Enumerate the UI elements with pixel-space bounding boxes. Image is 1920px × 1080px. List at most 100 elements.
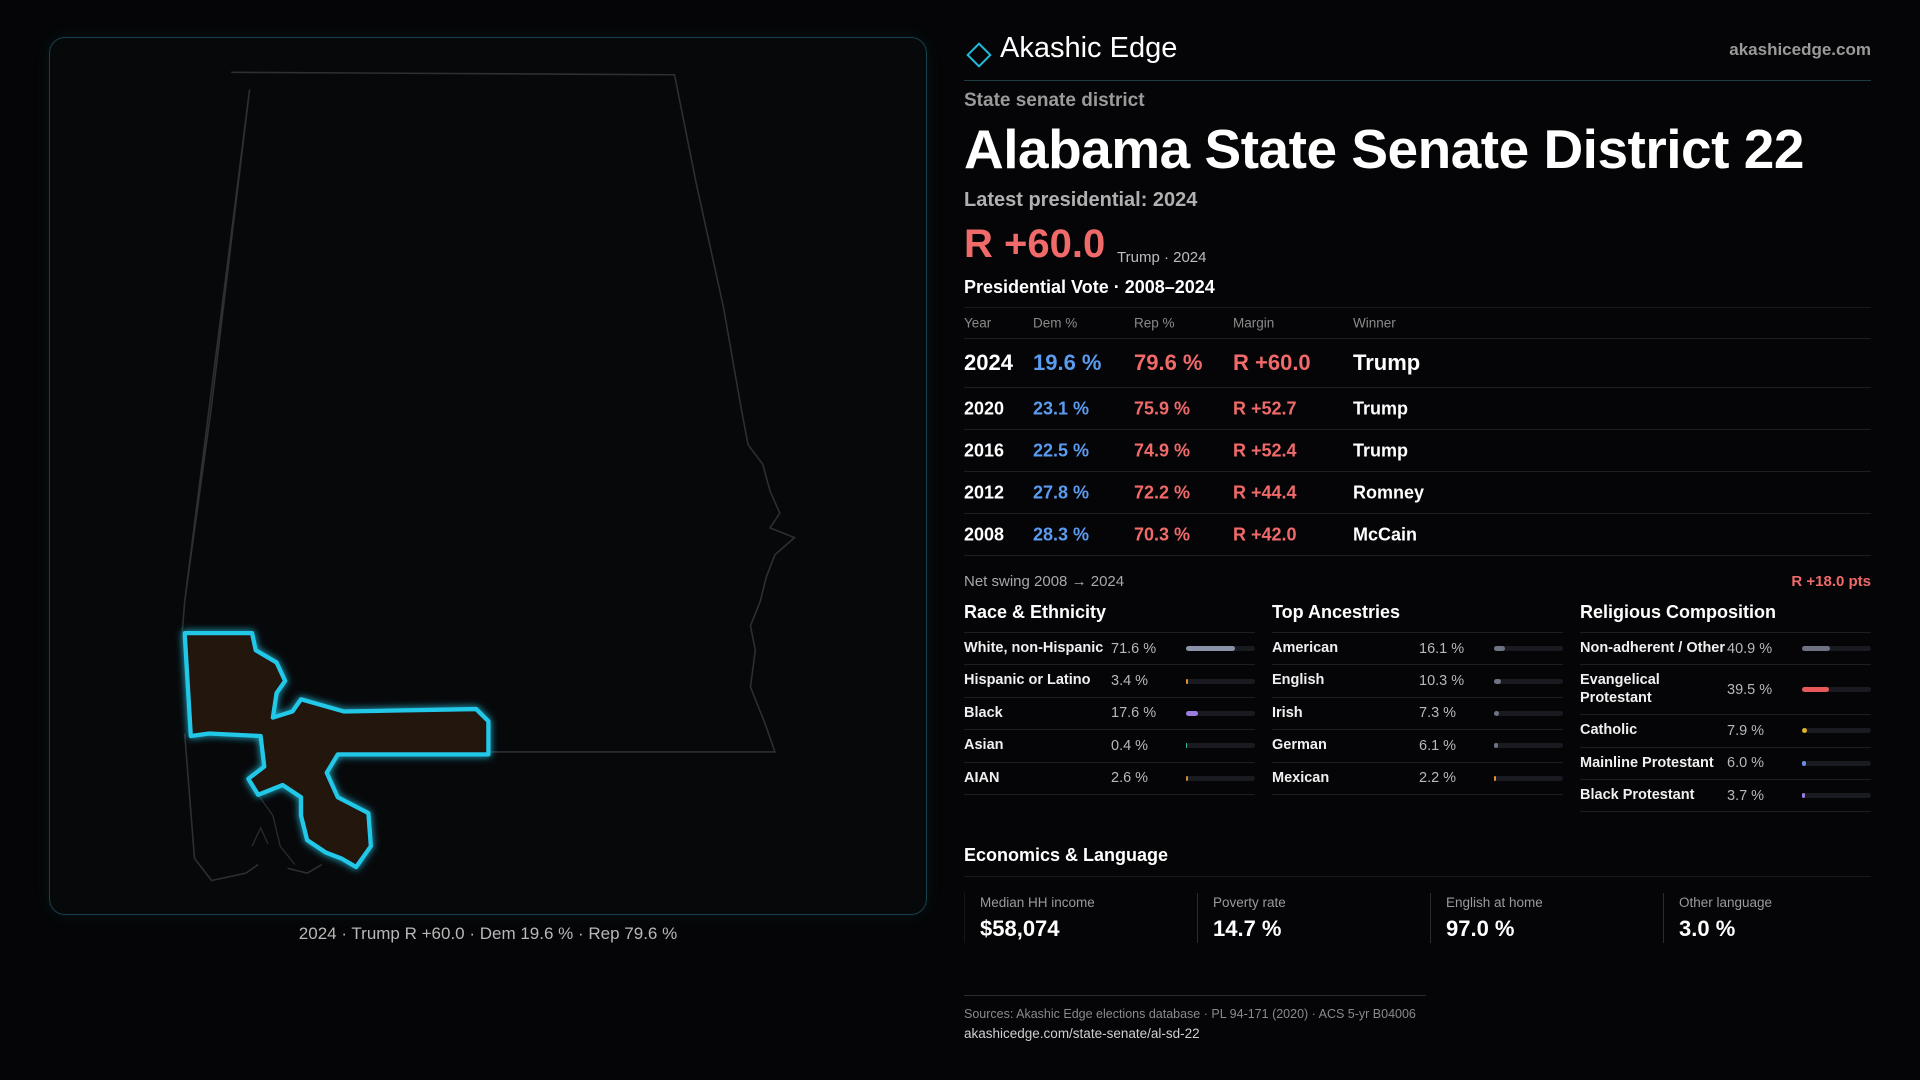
stat-label: Poverty rate [1213, 895, 1286, 910]
stat-row: Mainline Protestant 6.0 % [1580, 748, 1871, 780]
table-cell: R +42.0 [1233, 524, 1297, 544]
stat-label: Median HH income [980, 895, 1095, 910]
table-cell: Trump [1353, 398, 1409, 418]
item-value: 2.6 % [1111, 770, 1149, 787]
item-name: German [1272, 737, 1327, 754]
table-row: 2020 23.1 % 75.9 % R +52.7 Trump [964, 388, 1871, 430]
stat-row: American 16.1 % [1272, 633, 1563, 666]
item-name: Black [964, 704, 1003, 721]
bar-track [1494, 775, 1563, 781]
item-name: Non-adherent / Other [1580, 640, 1726, 656]
coast-detail [251, 794, 296, 865]
column-header: Year [964, 315, 992, 331]
table-cell: 28.3 % [1033, 524, 1090, 544]
bar [1802, 687, 1830, 693]
stat-row: German 6.1 % [1272, 730, 1563, 763]
stat-row: White, non-Hispanic 71.6 % [964, 633, 1255, 666]
stat-row: Catholic 7.9 % [1580, 715, 1871, 748]
item-name: Irish [1272, 704, 1303, 721]
bar-track [1494, 646, 1563, 652]
divider [964, 80, 1871, 81]
stat-row: English 10.3 % [1272, 665, 1563, 698]
source-url[interactable]: akashicedge.com/state-senate/al-sd-22 [964, 1026, 1200, 1041]
stat-value: 14.7 % [1213, 916, 1282, 941]
bar [1186, 646, 1236, 652]
stat-label: Other language [1679, 895, 1773, 910]
swing-value: R +18.0 pts [1791, 573, 1871, 590]
item-value: 71.6 % [1111, 640, 1157, 657]
table-cell: 2020 [964, 398, 1005, 418]
column-header: Rep % [1134, 315, 1175, 331]
table-cell: Romney [1353, 482, 1425, 502]
section: Top Ancestries American 16.1 % English 10.3 … [1272, 602, 1563, 795]
stat-row: AIAN 2.6 % [964, 763, 1255, 795]
bar [1494, 646, 1506, 652]
stat-label: English at home [1446, 895, 1543, 910]
table-cell: Trump [1353, 350, 1421, 375]
table-cell: 74.9 % [1134, 440, 1191, 460]
stat-value: 97.0 % [1446, 916, 1515, 941]
district-shape [182, 630, 491, 870]
table-cell: 2024 [964, 350, 1013, 375]
bar [1494, 743, 1499, 749]
table-cell: Trump [1353, 440, 1409, 460]
section-title: Top Ancestries [1272, 602, 1563, 633]
table-cell: McCain [1353, 524, 1418, 544]
state-outline [181, 71, 797, 882]
stat-value: 3.0 % [1679, 916, 1736, 941]
table-cell: 2008 [964, 524, 1005, 544]
bar [1802, 646, 1831, 652]
bar-track [1186, 646, 1255, 652]
item-name: Black Protestant [1580, 786, 1695, 803]
bar-track [1494, 710, 1563, 716]
divider [964, 995, 1426, 996]
bar [1494, 678, 1502, 684]
economics-stats: Median HH income $58,074 Poverty rate 14.7 … [964, 893, 1897, 943]
table-cell: 79.6 % [1134, 350, 1203, 375]
stat-box: English at home 97.0 % [1430, 893, 1663, 943]
bar [1802, 728, 1808, 734]
item-name: AIAN [964, 769, 1000, 786]
item-value: 7.9 % [1727, 722, 1765, 739]
stat-row: Evangelical Protestant 39.5 % [1580, 665, 1871, 716]
bar [1186, 775, 1188, 781]
bar [1802, 760, 1807, 766]
item-value: 40.9 % [1727, 640, 1773, 657]
bar [1186, 678, 1189, 684]
domain[interactable]: akashicedge.com [1729, 40, 1871, 59]
stat-value: $58,074 [980, 916, 1060, 941]
bar-track [1494, 743, 1563, 749]
sources: Sources: Akashic Edge elections database… [964, 1007, 1416, 1021]
stat-box: Other language 3.0 % [1663, 893, 1896, 943]
table-cell: R +52.7 [1233, 398, 1297, 418]
table-cell: R +60.0 [1233, 350, 1311, 375]
bar [1494, 775, 1496, 781]
item-value: 6.1 % [1419, 737, 1457, 754]
item-value: 6.0 % [1727, 755, 1765, 772]
bar-track [1802, 646, 1871, 652]
latest-detail: Trump · 2024 [1117, 249, 1207, 266]
table-cell: 23.1 % [1033, 398, 1090, 418]
bar-track [1186, 678, 1255, 684]
map-caption: 2024 · Trump R +60.0 · Dem 19.6 % · Rep … [298, 924, 678, 943]
stat-row: Irish 7.3 % [1272, 698, 1563, 731]
section: Race & Ethnicity White, non-Hispanic 71.6 … [964, 602, 1255, 795]
map [181, 71, 797, 882]
item-name: English [1272, 672, 1325, 689]
map-panel [49, 37, 927, 915]
logo-icon [966, 42, 992, 68]
item-value: 3.7 % [1727, 787, 1765, 804]
table-cell: 19.6 % [1033, 350, 1102, 375]
bar-track [1802, 760, 1871, 766]
kicker: State senate district [964, 90, 1145, 111]
item-value: 39.5 % [1727, 681, 1773, 698]
table-cell: R +44.4 [1233, 482, 1297, 502]
table-cell: 22.5 % [1033, 440, 1090, 460]
vote-table-title: Presidential Vote · 2008–2024 [964, 277, 1215, 297]
table-row: 2024 19.6 % 79.6 % R +60.0 Trump [964, 339, 1871, 388]
column-header: Winner [1353, 315, 1396, 331]
bar-track [1186, 743, 1255, 749]
table-cell: R +52.4 [1233, 440, 1297, 460]
item-name: Mainline Protestant [1580, 754, 1714, 771]
